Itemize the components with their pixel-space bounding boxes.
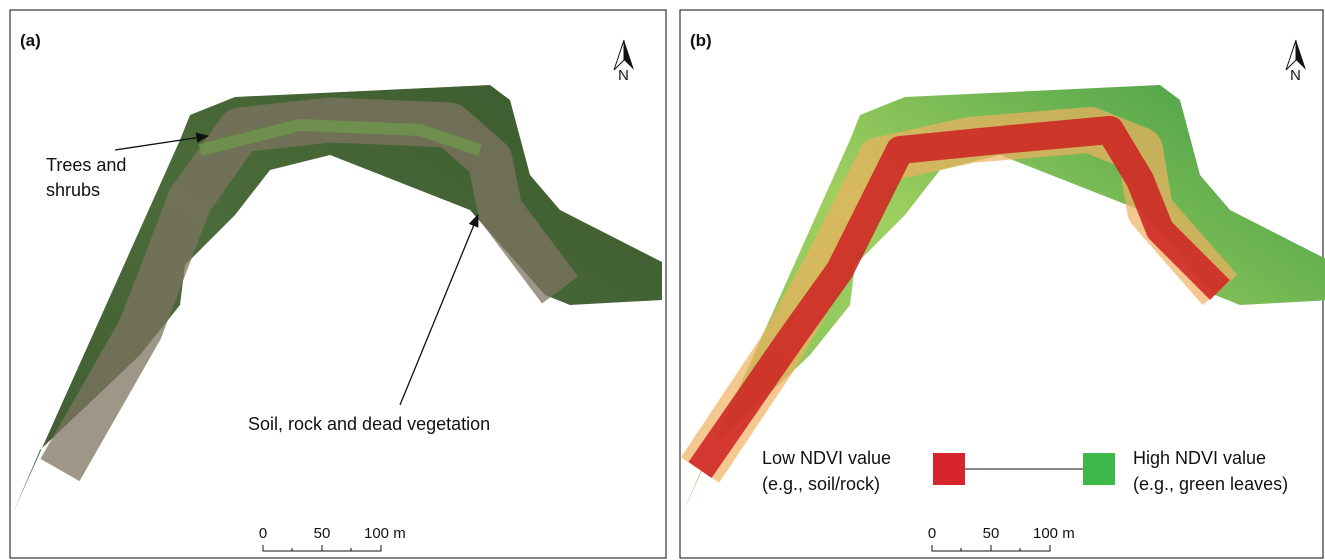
- scale-label: 100 m: [364, 525, 406, 542]
- legend-label: (e.g., green leaves): [1133, 474, 1288, 494]
- annotation: shrubs: [46, 180, 100, 200]
- legend-label: Low NDVI value: [762, 448, 891, 468]
- scale-label: 0: [259, 525, 267, 542]
- scale-label: 100 m: [1033, 525, 1075, 542]
- annotation-arrow: [400, 215, 478, 405]
- panel-label: (a): [20, 31, 41, 50]
- legend-label: High NDVI value: [1133, 448, 1266, 468]
- scale-label: 50: [983, 525, 1000, 542]
- annotation: Trees and: [46, 155, 126, 175]
- ndvi-low-band: [700, 130, 1220, 470]
- legend-swatch: [1083, 453, 1115, 485]
- scale-bar: 0 50 100 m: [259, 525, 406, 551]
- figure: (a) N Trees and shrubs Soil, rock and de…: [0, 0, 1325, 560]
- legend: Low NDVI value (e.g., soil/rock) High ND…: [762, 448, 1288, 494]
- scale-label: 50: [314, 525, 331, 542]
- legend-swatch: [933, 453, 965, 485]
- orthomosaic: [12, 85, 662, 515]
- north-label: N: [618, 67, 629, 84]
- north-arrow: N: [1286, 40, 1306, 84]
- panel-b: (b) N Low NDVI value (e.g., soil/rock) H…: [680, 10, 1325, 558]
- annotation: Soil, rock and dead vegetation: [248, 414, 490, 434]
- north-arrow: N: [614, 40, 634, 84]
- scale-label: 0: [928, 525, 936, 542]
- north-label: N: [1290, 67, 1301, 84]
- legend-label: (e.g., soil/rock): [762, 474, 880, 494]
- panel-label: (b): [690, 31, 712, 50]
- scale-bar: 0 50 100 m: [928, 525, 1075, 551]
- panel-a: (a) N Trees and shrubs Soil, rock and de…: [10, 10, 666, 558]
